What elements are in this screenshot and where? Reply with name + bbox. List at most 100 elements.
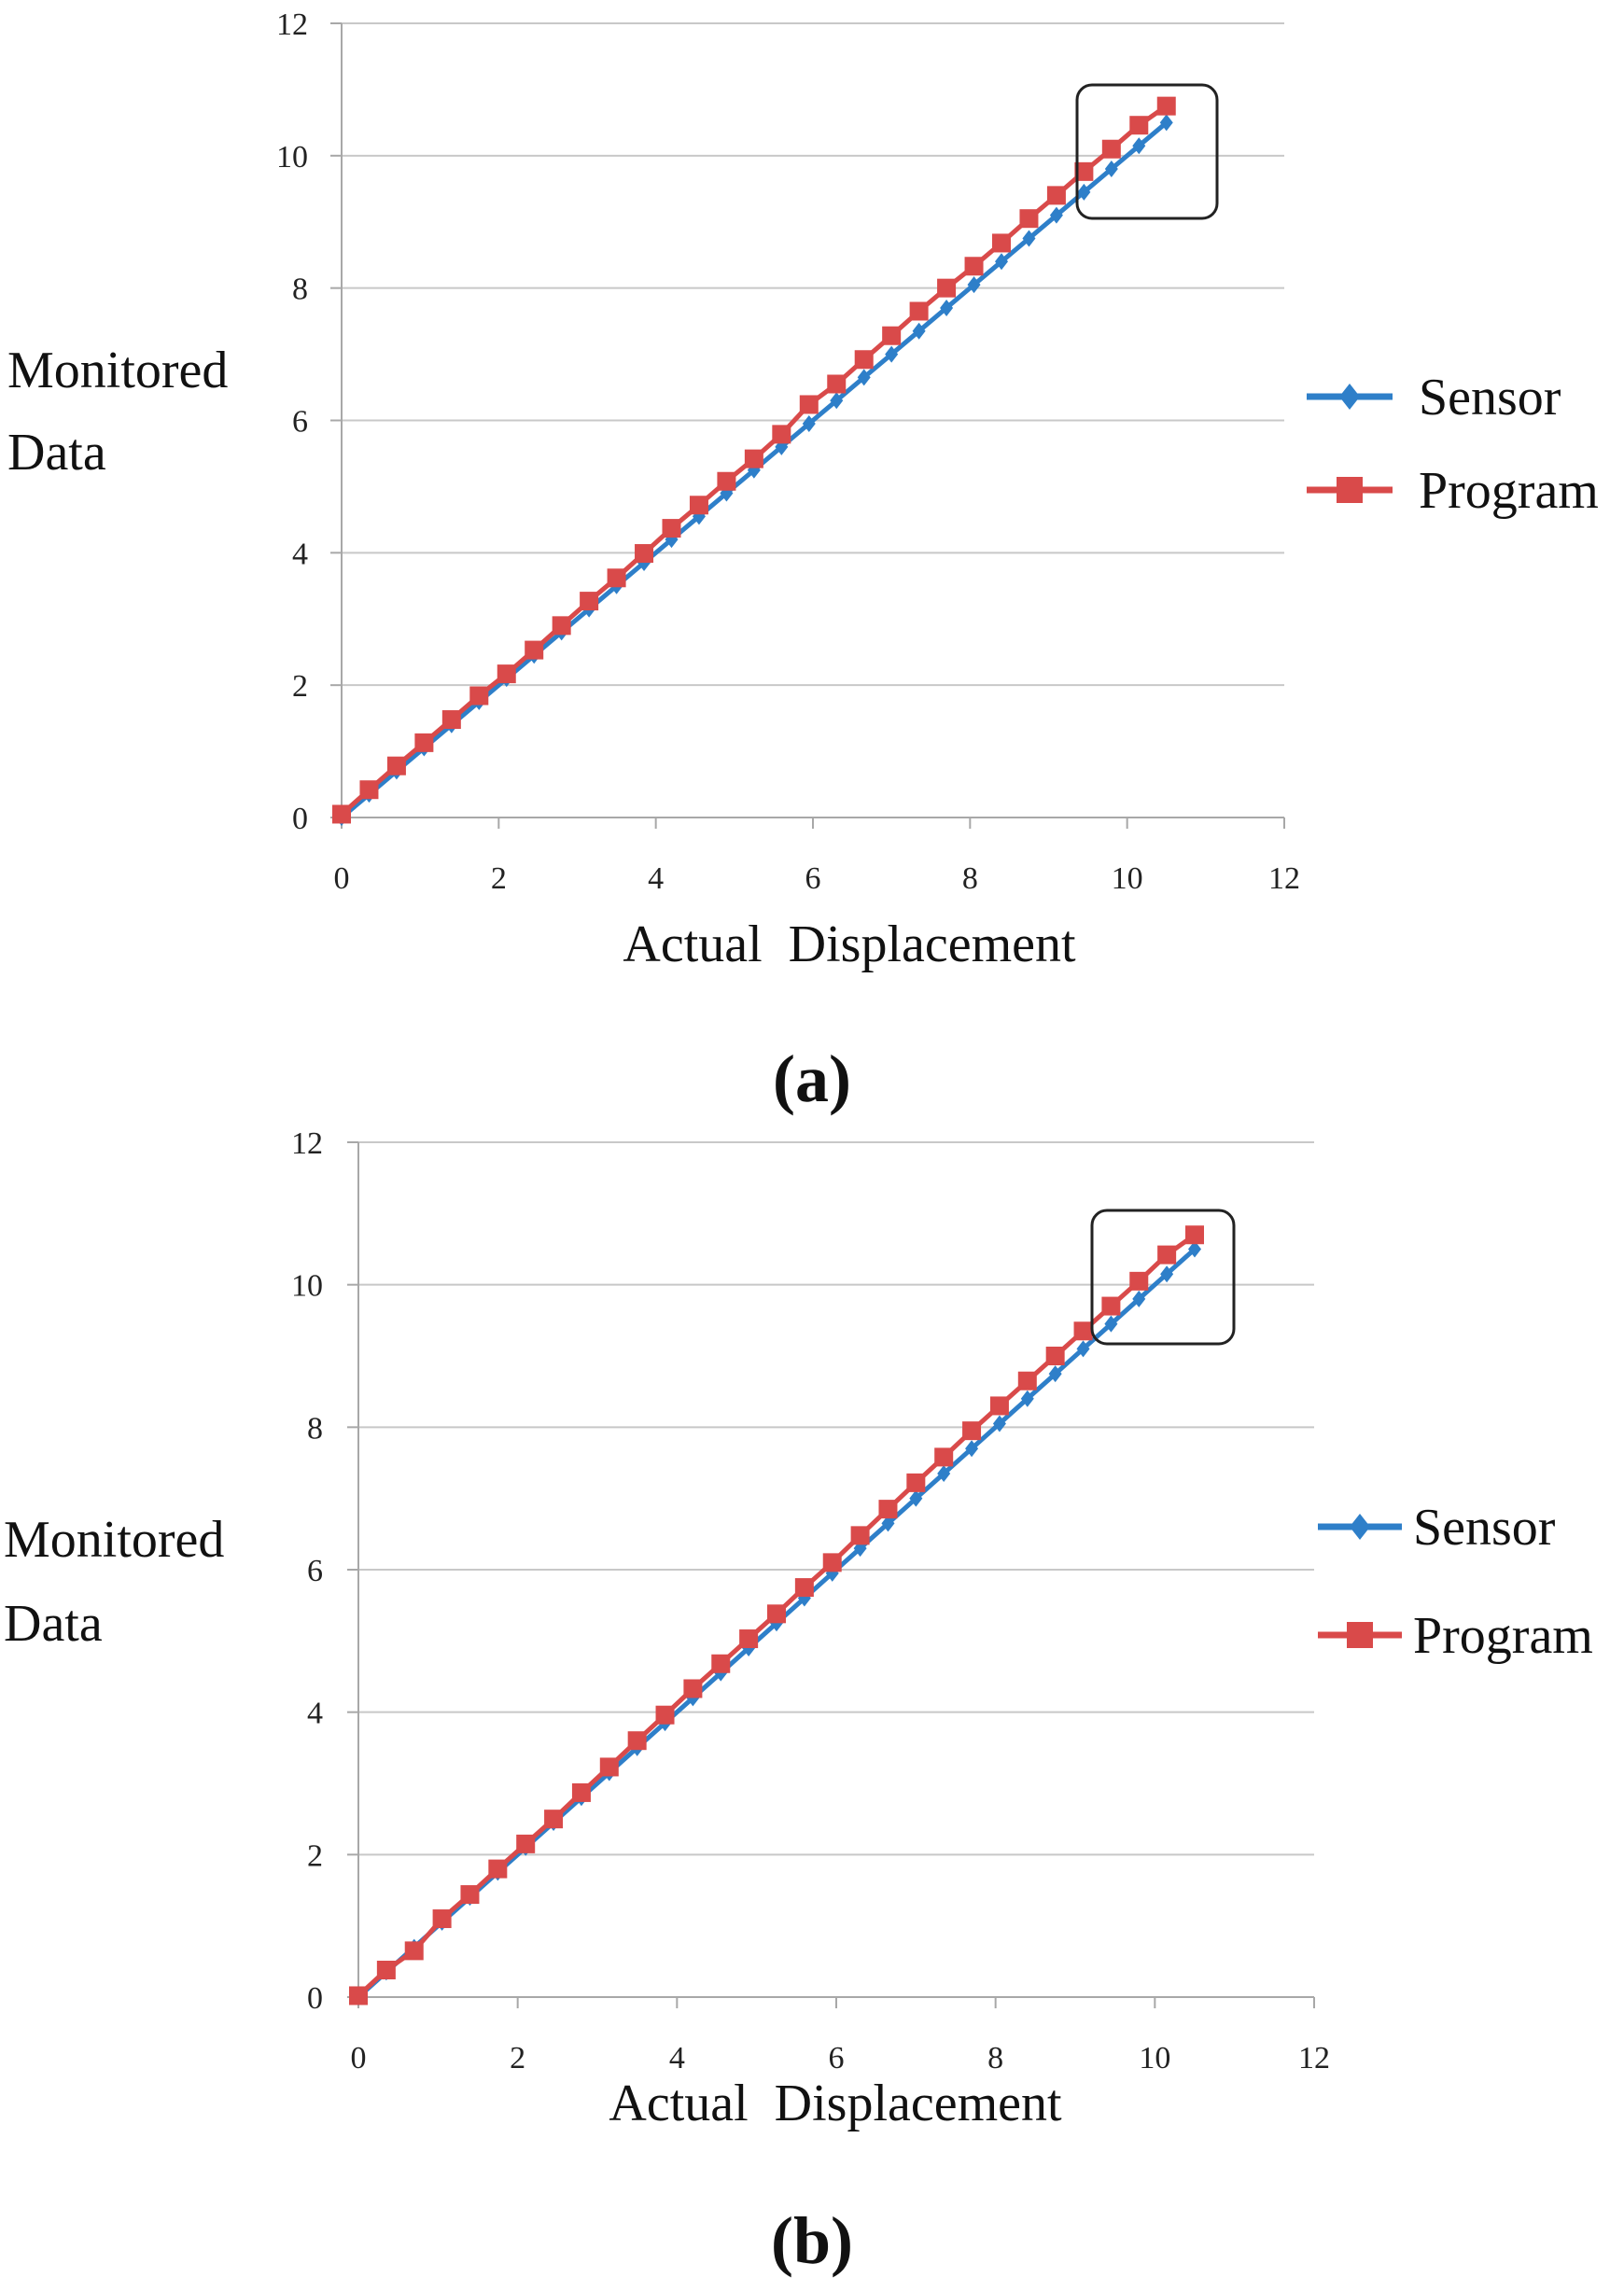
data-point-program — [376, 1960, 396, 1979]
data-point-program — [937, 278, 957, 298]
data-point-program — [607, 568, 626, 588]
data-point-program — [772, 425, 791, 444]
y-axis-title-line-2: Data — [7, 424, 106, 482]
data-point-sensor — [802, 415, 816, 433]
y-tick-label: 6 — [292, 405, 308, 440]
legend-label: Program — [1413, 1607, 1593, 1665]
y-tick-label: 10 — [291, 1269, 323, 1304]
data-point-program — [1156, 96, 1176, 116]
data-point-program — [989, 1396, 1009, 1416]
data-point-program — [827, 374, 847, 394]
data-point-program — [488, 1859, 508, 1879]
y-axis-title-line-1: Monitored — [4, 1511, 224, 1569]
data-point-sensor — [1132, 1290, 1146, 1307]
data-point-program — [662, 519, 681, 538]
legend-label: Program — [1419, 462, 1599, 520]
data-point-program — [1129, 116, 1149, 135]
data-point-sensor — [1049, 206, 1063, 224]
x-tick-label: 10 — [1112, 861, 1143, 896]
data-point-program — [906, 1473, 926, 1492]
data-point-program — [414, 733, 434, 752]
data-point-program — [525, 640, 544, 660]
legend-label: Sensor — [1413, 1499, 1556, 1557]
data-point-sensor — [995, 253, 1008, 271]
data-point-program — [655, 1705, 675, 1725]
legend-item-program: Program — [1318, 1607, 1593, 1665]
y-tick-label: 2 — [307, 1838, 323, 1873]
data-point-program — [386, 756, 406, 776]
data-point-program — [1074, 161, 1094, 181]
data-point-program — [469, 686, 489, 706]
data-point-sensor — [1020, 1390, 1034, 1407]
data-point-program — [822, 1553, 842, 1572]
data-point-sensor — [992, 1415, 1006, 1432]
chart-panel-a: 0 2 4 6 8 10 12 0 2 4 6 8 10 12 Actual Displacement Mon… — [7, 7, 1599, 1116]
data-point-program — [1101, 139, 1121, 159]
legend-square-marker — [1347, 1622, 1373, 1648]
x-tick-label: 4 — [648, 861, 664, 896]
data-point-program — [349, 1986, 368, 2005]
x-tick-label: 10 — [1139, 2041, 1170, 2075]
data-point-program — [497, 664, 516, 684]
y-tick-label: 0 — [307, 1981, 323, 2016]
data-point-program — [882, 326, 902, 345]
data-point-program — [571, 1782, 591, 1802]
data-point-program — [1129, 1271, 1149, 1291]
data-point-program — [552, 616, 571, 636]
legend-diamond-marker — [1339, 384, 1360, 410]
data-point-program — [799, 395, 819, 414]
x-tick-label: 12 — [1298, 2041, 1330, 2075]
x-tick-label: 2 — [510, 2041, 525, 2075]
y-axis-title-line-1: Monitored — [7, 342, 228, 399]
data-point-program — [627, 1731, 647, 1751]
x-tick-label: 6 — [805, 861, 821, 896]
x-tick-label: 2 — [491, 861, 507, 896]
y-tick-label: 8 — [307, 1411, 323, 1446]
data-point-sensor — [937, 1464, 951, 1482]
data-point-program — [1157, 1245, 1177, 1265]
data-point-program — [794, 1578, 814, 1598]
data-point-sensor — [965, 1440, 979, 1458]
y-tick-label: 12 — [276, 7, 308, 42]
data-point-program — [878, 1500, 898, 1519]
data-point-program — [441, 710, 461, 730]
y-tick-label: 6 — [307, 1554, 323, 1588]
y-tick-label: 0 — [292, 802, 308, 836]
data-point-program — [1045, 1347, 1065, 1365]
data-point-sensor — [857, 369, 871, 386]
legend-item-sensor: Sensor — [1307, 369, 1561, 426]
y-tick-label: 12 — [291, 1126, 323, 1161]
data-point-program — [850, 1526, 870, 1545]
data-point-sensor — [1077, 183, 1091, 201]
data-point-program — [404, 1941, 424, 1961]
data-point-program — [964, 257, 984, 276]
data-point-program — [460, 1885, 480, 1905]
data-point-sensor — [912, 322, 926, 340]
x-tick-label: 6 — [829, 2041, 845, 2075]
data-point-sensor — [909, 1489, 923, 1507]
data-point-sensor — [940, 299, 954, 316]
data-point-sensor — [885, 345, 899, 363]
data-point-sensor — [1104, 161, 1118, 178]
x-tick-label: 0 — [351, 2041, 367, 2075]
data-point-sensor — [830, 392, 844, 410]
data-point-program — [992, 233, 1011, 253]
data-point-program — [1073, 1321, 1093, 1341]
data-point-sensor — [1022, 230, 1036, 247]
highlight-box — [1090, 1209, 1236, 1346]
data-point-sensor — [1132, 137, 1146, 155]
data-point-program — [1185, 1225, 1204, 1245]
data-point-program — [516, 1834, 536, 1853]
data-point-sensor — [967, 276, 981, 294]
data-point-program — [683, 1679, 703, 1698]
y-tick-label: 2 — [292, 669, 308, 704]
y-tick-label: 4 — [292, 537, 308, 571]
y-axis-title-line-2: Data — [4, 1595, 103, 1653]
legend-square-marker — [1337, 477, 1363, 503]
data-point-program — [635, 544, 654, 564]
y-tick-label: 8 — [292, 273, 308, 307]
panel-label: (a) — [773, 1041, 851, 1116]
data-point-program — [1101, 1296, 1121, 1316]
x-axis-title: Actual Displacement — [609, 2075, 1062, 2132]
